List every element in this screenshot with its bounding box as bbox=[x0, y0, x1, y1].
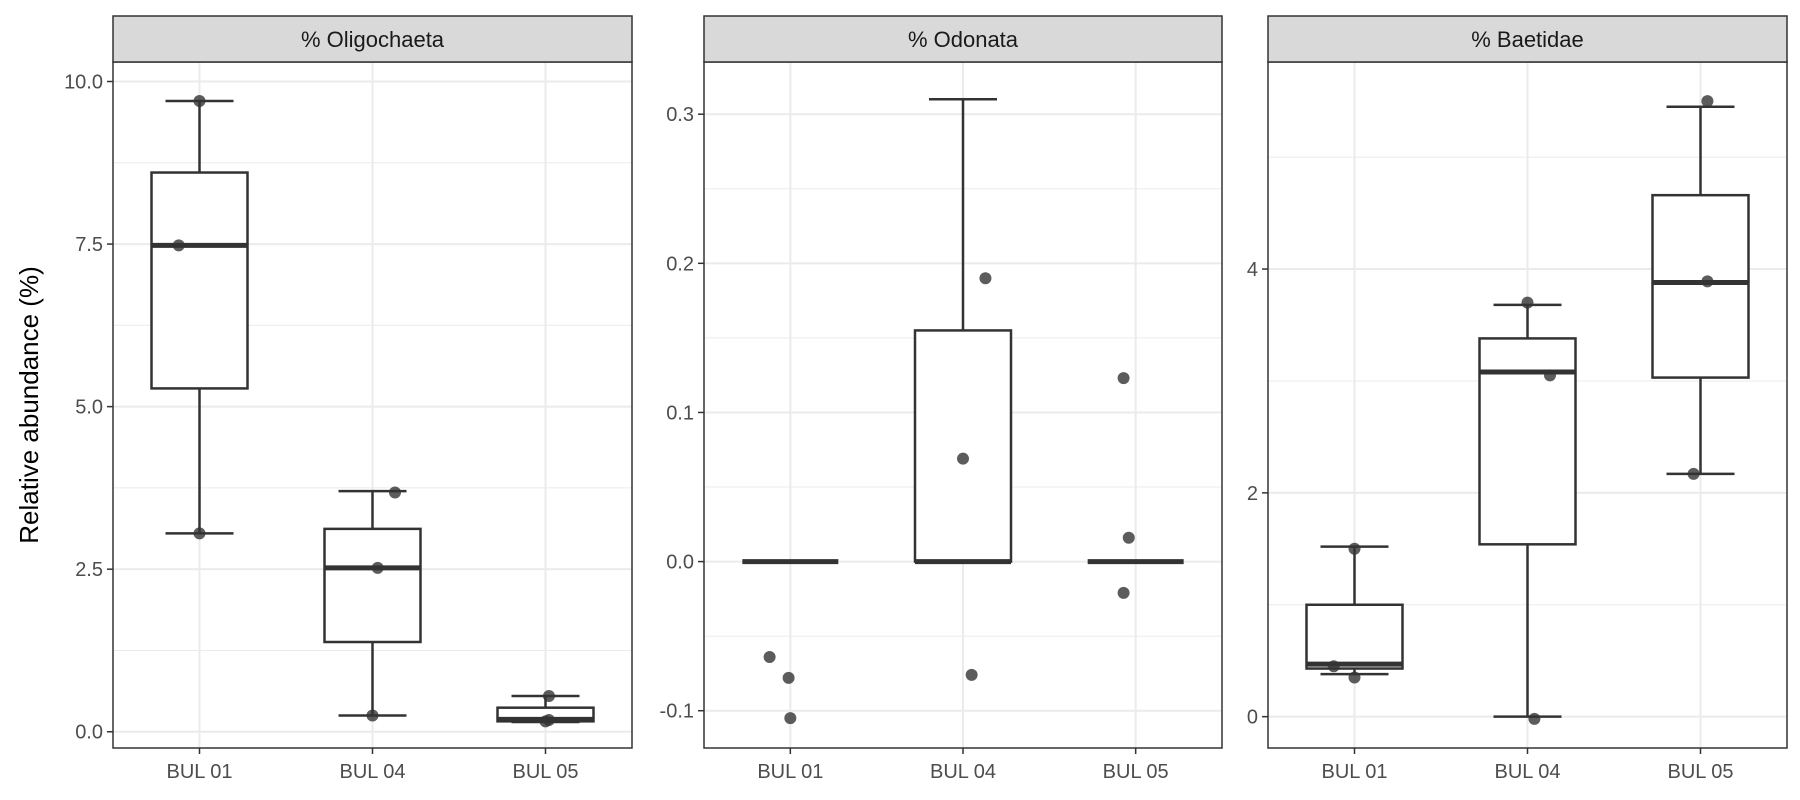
data-point bbox=[1528, 712, 1541, 725]
y-tick-label: 0 bbox=[1247, 707, 1258, 729]
box-bul-01 bbox=[150, 95, 249, 540]
box-bul-04 bbox=[323, 486, 422, 722]
box-bul-04 bbox=[913, 98, 1013, 681]
facet-title: % Oligochaeta bbox=[301, 27, 445, 52]
data-point bbox=[539, 715, 552, 728]
data-point bbox=[1543, 369, 1556, 382]
box-iqr bbox=[1478, 337, 1577, 546]
data-point bbox=[1701, 275, 1714, 288]
data-point bbox=[1701, 95, 1714, 108]
facet-panel-3: % Baetidae 0 2 4 BUL 01 BUL 04 BUL 05 bbox=[1247, 15, 1788, 783]
y-tick-label: 2 bbox=[1247, 483, 1258, 505]
data-point bbox=[782, 671, 795, 684]
x-tick-label: BUL 04 bbox=[340, 761, 406, 783]
data-point bbox=[1348, 542, 1361, 555]
box-iqr bbox=[323, 527, 422, 644]
box-bul-04 bbox=[1478, 296, 1577, 725]
data-point bbox=[193, 95, 206, 108]
x-tick-label: BUL 05 bbox=[513, 761, 579, 783]
facet-strip bbox=[1267, 15, 1788, 63]
data-point bbox=[1122, 531, 1135, 544]
y-tick-label: 4 bbox=[1247, 259, 1258, 281]
y-tick-label: 10.0 bbox=[64, 72, 103, 94]
data-point bbox=[763, 651, 776, 664]
y-tick-label: 0.0 bbox=[666, 552, 694, 574]
x-tick-label: BUL 04 bbox=[930, 761, 996, 783]
y-tick-label: 0.1 bbox=[666, 402, 694, 424]
y-tick-label: 2.5 bbox=[75, 559, 103, 581]
box-iqr bbox=[1651, 193, 1750, 379]
data-point bbox=[1521, 296, 1534, 309]
facet-panel-1: % Oligochaeta 0.0 2.5 5.0 7.5 10.0 BUL 01 BUL 0… bbox=[64, 15, 633, 783]
y-tick-label: 0.2 bbox=[666, 253, 694, 275]
box-iqr bbox=[1305, 603, 1404, 670]
x-tick-label: BUL 04 bbox=[1495, 761, 1561, 783]
data-point bbox=[979, 272, 992, 285]
x-tick-label: BUL 05 bbox=[1103, 761, 1169, 783]
data-point bbox=[193, 527, 206, 540]
x-tick-label: BUL 01 bbox=[757, 761, 823, 783]
x-tick-label: BUL 01 bbox=[167, 761, 233, 783]
data-point bbox=[784, 712, 797, 725]
data-point bbox=[1327, 660, 1340, 673]
data-point bbox=[371, 561, 384, 574]
facet-title: % Baetidae bbox=[1471, 27, 1584, 52]
facet-title: % Odonata bbox=[908, 27, 1019, 52]
data-point bbox=[542, 689, 555, 702]
facet-strip bbox=[112, 15, 633, 63]
data-point bbox=[957, 452, 969, 465]
data-point bbox=[366, 709, 379, 722]
data-point bbox=[388, 486, 401, 499]
facet-panel-2: % Odonata -0.1 0.0 0.1 0.2 0.3 BUL 01 BUL 04 BUL… bbox=[660, 15, 1223, 783]
y-tick-label: -0.1 bbox=[660, 701, 694, 723]
y-tick-label: 0.3 bbox=[666, 104, 694, 126]
box-bul-05 bbox=[1651, 95, 1750, 480]
box-bul-01 bbox=[742, 559, 839, 725]
data-point bbox=[965, 668, 978, 681]
data-point bbox=[1117, 586, 1130, 599]
y-tick-label: 5.0 bbox=[75, 397, 103, 419]
y-tick-label: 0.0 bbox=[75, 722, 103, 744]
x-tick-label: BUL 05 bbox=[1668, 761, 1734, 783]
data-point bbox=[1117, 372, 1130, 385]
data-point bbox=[1687, 467, 1700, 480]
data-point bbox=[172, 239, 185, 252]
box-iqr bbox=[913, 329, 1013, 563]
y-tick-label: 7.5 bbox=[75, 234, 103, 256]
data-point bbox=[1348, 671, 1361, 684]
box-bul-05 bbox=[1087, 372, 1184, 599]
box-bul-01 bbox=[1305, 542, 1404, 684]
facet-strip bbox=[703, 15, 1223, 63]
y-axis-title: Relative abundance (%) bbox=[14, 266, 44, 544]
x-tick-label: BUL 01 bbox=[1322, 761, 1388, 783]
box-iqr bbox=[150, 171, 249, 390]
box-bul-05 bbox=[496, 689, 595, 728]
